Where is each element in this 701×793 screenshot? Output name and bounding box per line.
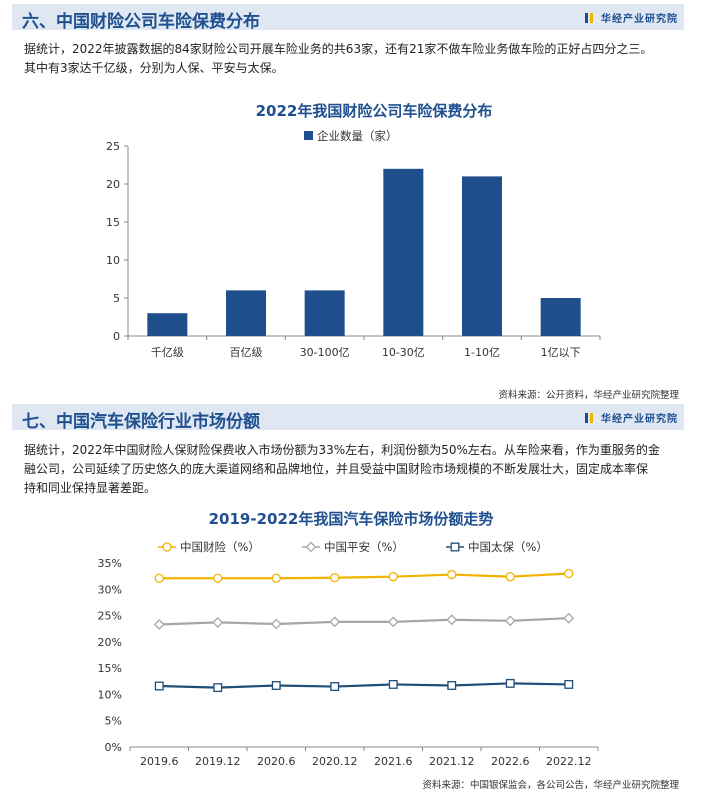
- data-point: [330, 573, 340, 583]
- brand-logo-icon: [585, 412, 595, 424]
- x-tick-label: 30-100亿: [300, 346, 350, 359]
- data-point: [505, 572, 515, 582]
- series-line: [159, 682, 569, 689]
- legend-label: 企业数量（家）: [317, 129, 398, 143]
- y-tick-label: 25%: [98, 610, 122, 623]
- data-point: [388, 572, 398, 582]
- y-tick-label: 0: [113, 330, 120, 343]
- bar: [540, 298, 581, 336]
- bar: [226, 290, 266, 336]
- x-tick-label: 10-30亿: [382, 346, 425, 359]
- legend-label: 中国财险（%）: [180, 540, 260, 554]
- y-tick-label: 20%: [98, 636, 122, 649]
- x-tick-label: 2022.12: [546, 755, 592, 768]
- y-tick-label: 30%: [98, 583, 122, 596]
- section-header-6: 六、中国财险公司车险保费分布 华经产业研究院: [12, 4, 684, 32]
- data-point: [212, 616, 224, 628]
- legend-label: 中国太保（%）: [468, 540, 548, 554]
- chart-title: 2022年我国财险公司车险保费分布: [256, 102, 493, 120]
- paragraph-line: 持和同业保持显著差距。: [24, 481, 157, 495]
- y-tick-label: 35%: [98, 557, 122, 570]
- data-point: [330, 682, 340, 691]
- bar: [147, 313, 188, 336]
- bar: [383, 168, 424, 336]
- section6-paragraph: 据统计，2022年披露数据的84家财险公司开展车险业务的共63家，还有21家不做…: [24, 40, 684, 78]
- x-tick-label: 2020.6: [257, 755, 296, 768]
- x-tick-label: 2021.12: [429, 755, 475, 768]
- data-point: [388, 679, 398, 689]
- section-header-7: 七、中国汽车保险行业市场份额 华经产业研究院: [12, 404, 684, 432]
- x-tick-label: 2021.6: [374, 755, 413, 768]
- x-tick-label: 百亿级: [230, 346, 263, 359]
- x-tick-label: 1-10亿: [464, 346, 500, 359]
- data-point: [153, 619, 165, 630]
- series-line: [159, 617, 569, 626]
- y-tick-label: 25: [106, 140, 120, 153]
- x-tick-label: 千亿级: [151, 346, 184, 359]
- data-point: [154, 681, 164, 691]
- data-point: [564, 568, 574, 579]
- section-title: 七、中国汽车保险行业市场份额: [22, 412, 260, 432]
- y-tick-label: 10: [106, 254, 120, 267]
- data-point: [447, 681, 457, 690]
- data-point: [505, 678, 515, 688]
- data-point: [504, 615, 516, 627]
- paragraph-line: 据统计，2022年披露数据的84家财险公司开展车险业务的共63家，还有21家不做…: [24, 42, 653, 56]
- y-tick-label: 5: [113, 292, 120, 305]
- brand-name: 华经产业研究院: [601, 14, 678, 25]
- x-tick-label: 2022.6: [491, 755, 530, 768]
- section-title: 六、中国财险公司车险保费分布: [22, 12, 260, 32]
- legend-swatch: [304, 131, 313, 140]
- data-point: [271, 681, 281, 690]
- brand-logo: 华经产业研究院: [585, 410, 678, 425]
- data-point: [450, 542, 460, 552]
- source-note: 资料来源：公开资料，华经产业研究院整理: [498, 390, 679, 401]
- paragraph-line: 融公司，公司延续了历史悠久的庞大渠道网络和品牌地位，并且受益中国财险市场规模的不…: [24, 462, 649, 476]
- y-tick-label: 20: [106, 178, 120, 191]
- data-point: [305, 541, 317, 553]
- bar: [304, 290, 345, 336]
- section7-paragraph: 据统计，2022年中国财险人保财险保费收入市场份额为33%左右，利润份额为50%…: [24, 441, 684, 498]
- data-point: [162, 542, 172, 552]
- line-chart: 2019-2022年我国汽车保险市场份额走势 0% 5% 10% 15% 20% 25% 30…: [98, 510, 599, 768]
- y-tick-label: 15: [106, 216, 120, 229]
- source-note: 资料来源：中国银保监会，各公司公告，华经产业研究院整理: [422, 780, 679, 791]
- brand-logo-icon: [585, 12, 595, 24]
- y-tick-label: 15%: [98, 662, 122, 675]
- x-tick-label: 2020.12: [312, 755, 358, 768]
- data-point: [446, 614, 458, 626]
- data-point: [447, 569, 457, 580]
- brand-name: 华经产业研究院: [601, 414, 678, 425]
- y-tick-label: 5%: [105, 715, 122, 728]
- data-point: [271, 573, 281, 583]
- data-point: [213, 573, 223, 583]
- data-point: [564, 679, 574, 689]
- x-tick-label: 2019.6: [140, 755, 179, 768]
- data-point: [563, 612, 575, 624]
- x-tick-label: 2019.12: [195, 755, 241, 768]
- data-point: [329, 616, 341, 628]
- paragraph-line: 据统计，2022年中国财险人保财险保费收入市场份额为33%左右，利润份额为50%…: [24, 443, 660, 457]
- paragraph-line: 其中有3家达千亿级，分别为人保、平安与太保。: [24, 61, 284, 75]
- chart-title: 2019-2022年我国汽车保险市场份额走势: [209, 510, 494, 528]
- brand-logo: 华经产业研究院: [585, 10, 678, 25]
- bar: [462, 176, 502, 336]
- data-point: [213, 683, 223, 693]
- y-tick-label: 10%: [98, 688, 122, 701]
- data-point: [387, 616, 399, 628]
- y-tick-label: 0%: [105, 741, 122, 754]
- data-point: [154, 573, 164, 583]
- series-line: [159, 572, 569, 580]
- x-tick-label: 1亿以下: [541, 346, 581, 359]
- data-point: [270, 618, 282, 630]
- legend-label: 中国平安（%）: [324, 540, 404, 554]
